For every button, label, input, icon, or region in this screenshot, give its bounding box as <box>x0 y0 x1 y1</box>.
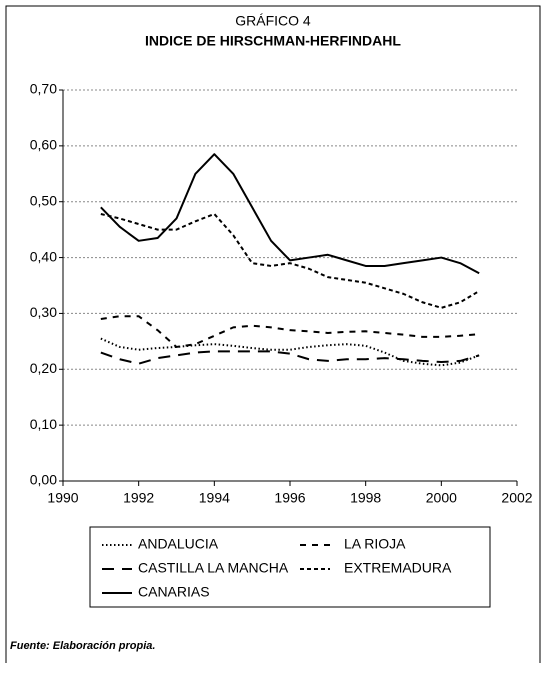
series-line <box>100 350 480 365</box>
y-tick-label: 0,20 <box>30 360 57 376</box>
frame <box>5 5 541 663</box>
x-tick-label: 2000 <box>426 490 457 506</box>
legend-label: LA RIOJA <box>344 536 406 552</box>
y-tick-label: 0,40 <box>30 248 57 264</box>
y-tick-label: 0,60 <box>30 137 57 153</box>
x-tick-label: 2002 <box>501 490 532 506</box>
series-line <box>100 315 480 348</box>
y-tick-label: 0,50 <box>30 192 57 208</box>
x-tick-label: 1990 <box>47 490 78 506</box>
series-line <box>100 153 480 275</box>
legend-label: CASTILLA LA MANCHA <box>138 560 289 576</box>
source-note: Fuente: Elaboración propia. <box>10 640 155 652</box>
legend-label: ANDALUCIA <box>138 536 219 552</box>
y-tick-label: 0,10 <box>30 416 57 432</box>
x-tick-label: 1998 <box>350 490 381 506</box>
y-tick-label: 0,70 <box>30 81 57 97</box>
y-tick-label: 0,30 <box>30 304 57 320</box>
series-line <box>100 213 480 309</box>
legend-label: CANARIAS <box>138 584 210 600</box>
x-tick-label: 1992 <box>123 490 154 506</box>
chart-supertitle: GRÁFICO 4 <box>235 13 311 29</box>
x-tick-label: 1996 <box>274 490 305 506</box>
legend-box <box>89 526 491 608</box>
series-line <box>100 337 480 367</box>
x-tick-label: 1994 <box>199 490 230 506</box>
y-tick-label: 0,00 <box>30 472 57 488</box>
chart-title: INDICE DE HIRSCHMAN-HERFINDAHL <box>145 33 401 49</box>
legend-label: EXTREMADURA <box>344 560 452 576</box>
